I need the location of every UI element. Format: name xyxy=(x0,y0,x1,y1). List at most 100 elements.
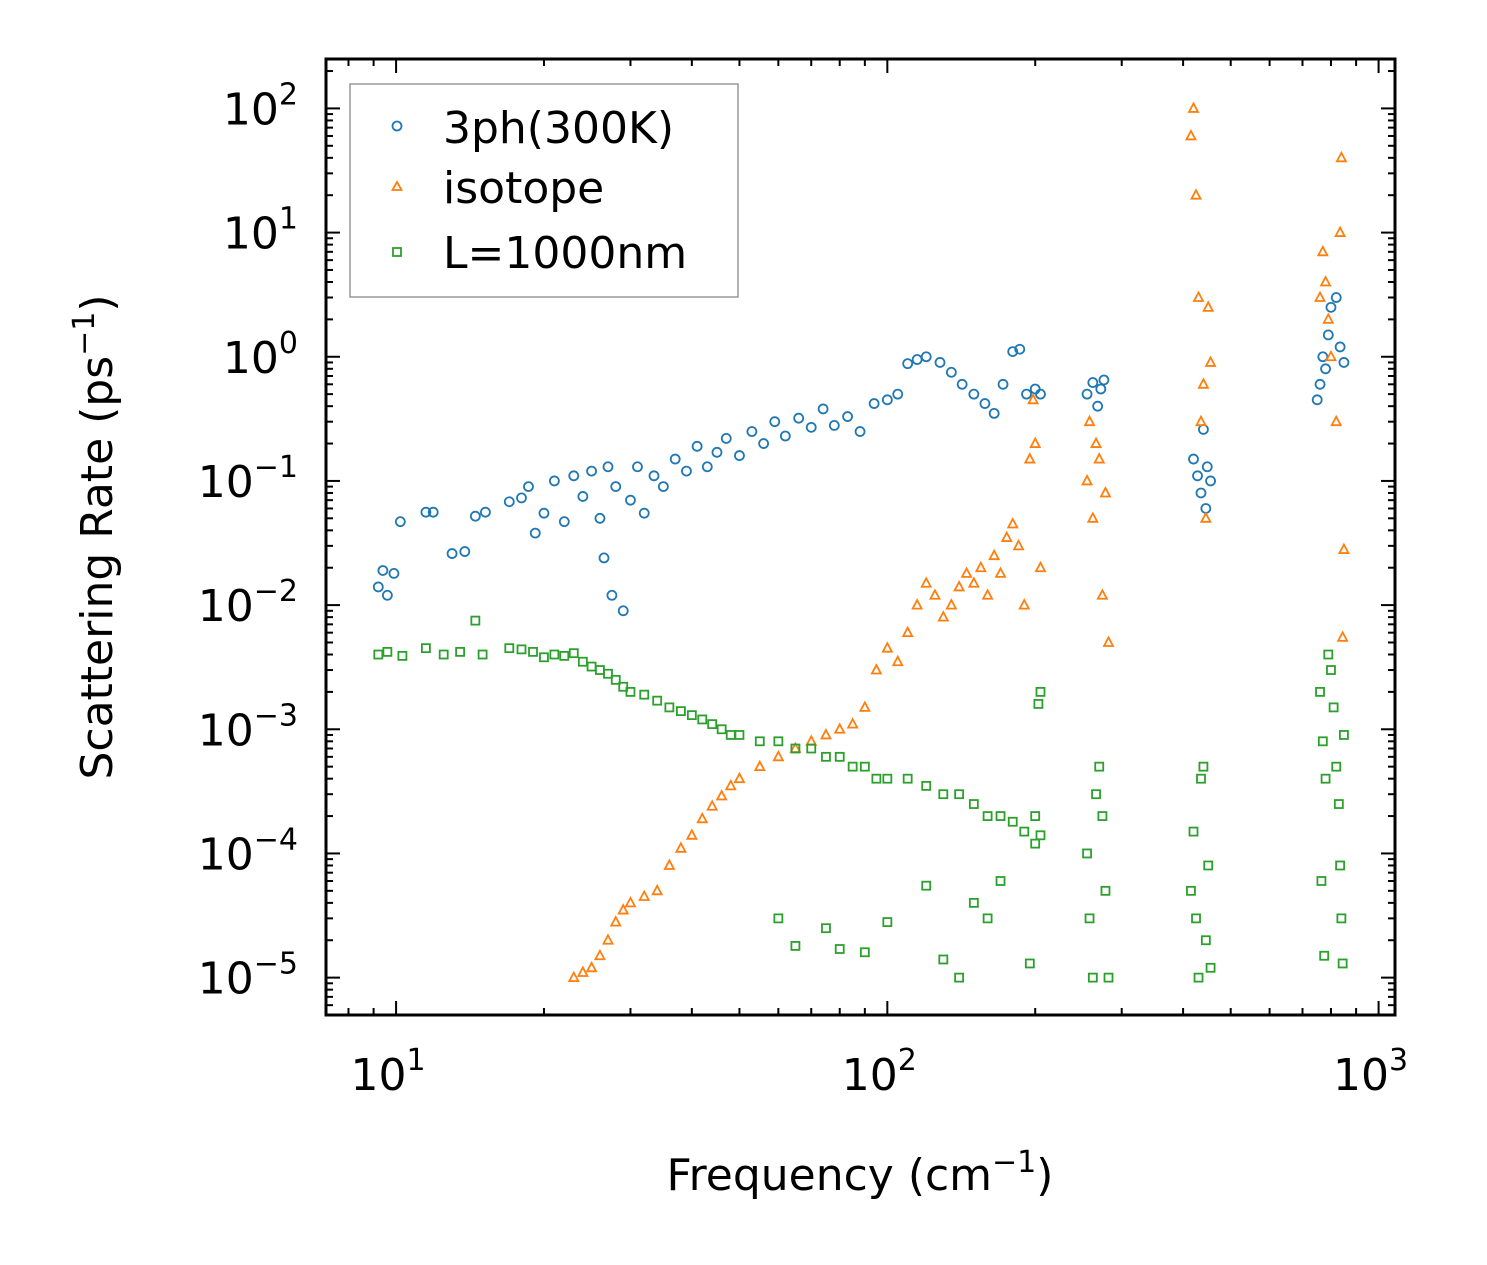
data-point xyxy=(988,548,1001,561)
data-point xyxy=(1007,346,1019,358)
data-point xyxy=(624,895,637,908)
data-point xyxy=(1007,816,1018,827)
data-point xyxy=(601,933,614,945)
data-point xyxy=(697,714,708,725)
data-point xyxy=(477,649,488,660)
data-point xyxy=(754,736,765,747)
data-point xyxy=(1086,511,1099,523)
data-point xyxy=(1029,436,1042,448)
data-point xyxy=(638,507,650,519)
data-point xyxy=(882,917,893,927)
data-point xyxy=(1336,630,1349,642)
data-point xyxy=(1333,799,1344,809)
data-point xyxy=(1097,811,1108,821)
data-point xyxy=(1188,453,1199,465)
data-point xyxy=(988,407,1000,419)
data-point xyxy=(967,576,980,588)
y-tick-label: 102 xyxy=(223,77,298,135)
data-point xyxy=(1336,913,1347,924)
data-point xyxy=(516,644,527,655)
data-point xyxy=(576,965,589,977)
data-point xyxy=(1194,414,1207,427)
data-point xyxy=(1098,374,1110,386)
data-point xyxy=(833,722,846,734)
data-point xyxy=(715,789,728,801)
data-point xyxy=(1083,414,1096,427)
data-point xyxy=(881,641,894,653)
data-point xyxy=(1330,292,1342,303)
data-point xyxy=(427,506,439,518)
y-axis-label: Scattering Rate (ps−1) xyxy=(67,294,123,779)
data-point xyxy=(1090,436,1103,448)
data-point xyxy=(1021,388,1032,400)
data-point xyxy=(632,461,643,473)
data-point xyxy=(567,970,580,983)
data-point xyxy=(1035,830,1046,841)
data-point xyxy=(420,506,432,518)
data-point xyxy=(1019,826,1030,837)
data-point xyxy=(1316,244,1329,257)
data-point xyxy=(968,799,979,809)
data-point xyxy=(469,510,481,522)
data-point xyxy=(928,588,941,600)
data-point xyxy=(707,719,718,730)
data-point xyxy=(372,581,384,593)
data-point xyxy=(779,430,791,442)
data-point xyxy=(982,913,993,924)
data-point xyxy=(1035,686,1046,697)
data-point xyxy=(1093,452,1106,464)
data-point xyxy=(609,915,622,927)
y-tick-label-exponent: −2 xyxy=(254,574,298,609)
y-tick-label-base: 10 xyxy=(223,84,279,135)
y-tick-label: 10−2 xyxy=(198,574,298,632)
data-point xyxy=(859,947,870,958)
y-tick-label-base: 10 xyxy=(198,705,254,756)
data-point xyxy=(1190,188,1203,200)
data-point xyxy=(1084,913,1095,924)
data-point xyxy=(902,773,913,784)
y-tick-label-exponent: 0 xyxy=(279,326,298,361)
data-point xyxy=(821,751,831,762)
data-point xyxy=(846,717,859,729)
y-tick-label-exponent: 1 xyxy=(279,202,298,237)
data-point xyxy=(446,548,458,559)
data-point xyxy=(528,646,538,657)
data-point xyxy=(854,426,866,437)
data-point xyxy=(657,481,669,493)
data-point xyxy=(1319,950,1330,961)
data-point xyxy=(1092,400,1104,412)
legend: 3ph(300K) isotope L=1000nm xyxy=(349,83,739,298)
data-point xyxy=(891,654,904,667)
data-point xyxy=(773,913,784,924)
data-point xyxy=(685,828,698,840)
x-tick-label-exponent: 3 xyxy=(1389,1043,1408,1078)
data-point xyxy=(625,686,636,697)
data-point xyxy=(421,643,431,654)
y-tick-label: 10−4 xyxy=(198,822,298,880)
y-tick-label: 10−1 xyxy=(198,450,298,508)
data-point xyxy=(920,351,932,363)
data-point xyxy=(1000,530,1013,542)
y-tick-label-base: 10 xyxy=(223,209,279,260)
data-point xyxy=(1082,848,1092,859)
data-point xyxy=(706,799,719,811)
data-point xyxy=(734,730,745,740)
y-tick-label-exponent: 2 xyxy=(279,77,298,112)
y-tick-label-base: 10 xyxy=(223,333,279,384)
data-point xyxy=(558,516,570,528)
data-point xyxy=(617,903,630,915)
data-point xyxy=(1096,588,1109,600)
data-point xyxy=(373,649,384,660)
data-point xyxy=(1320,363,1331,375)
data-point xyxy=(1334,225,1347,237)
data-point xyxy=(1338,357,1350,368)
data-point xyxy=(995,811,1006,821)
data-point xyxy=(1197,377,1210,389)
x-tick-label-base: 10 xyxy=(1333,1050,1389,1101)
data-point xyxy=(758,438,770,449)
data-point xyxy=(1322,329,1334,341)
data-point xyxy=(538,507,550,519)
data-point xyxy=(954,972,965,983)
data-point xyxy=(753,759,766,772)
